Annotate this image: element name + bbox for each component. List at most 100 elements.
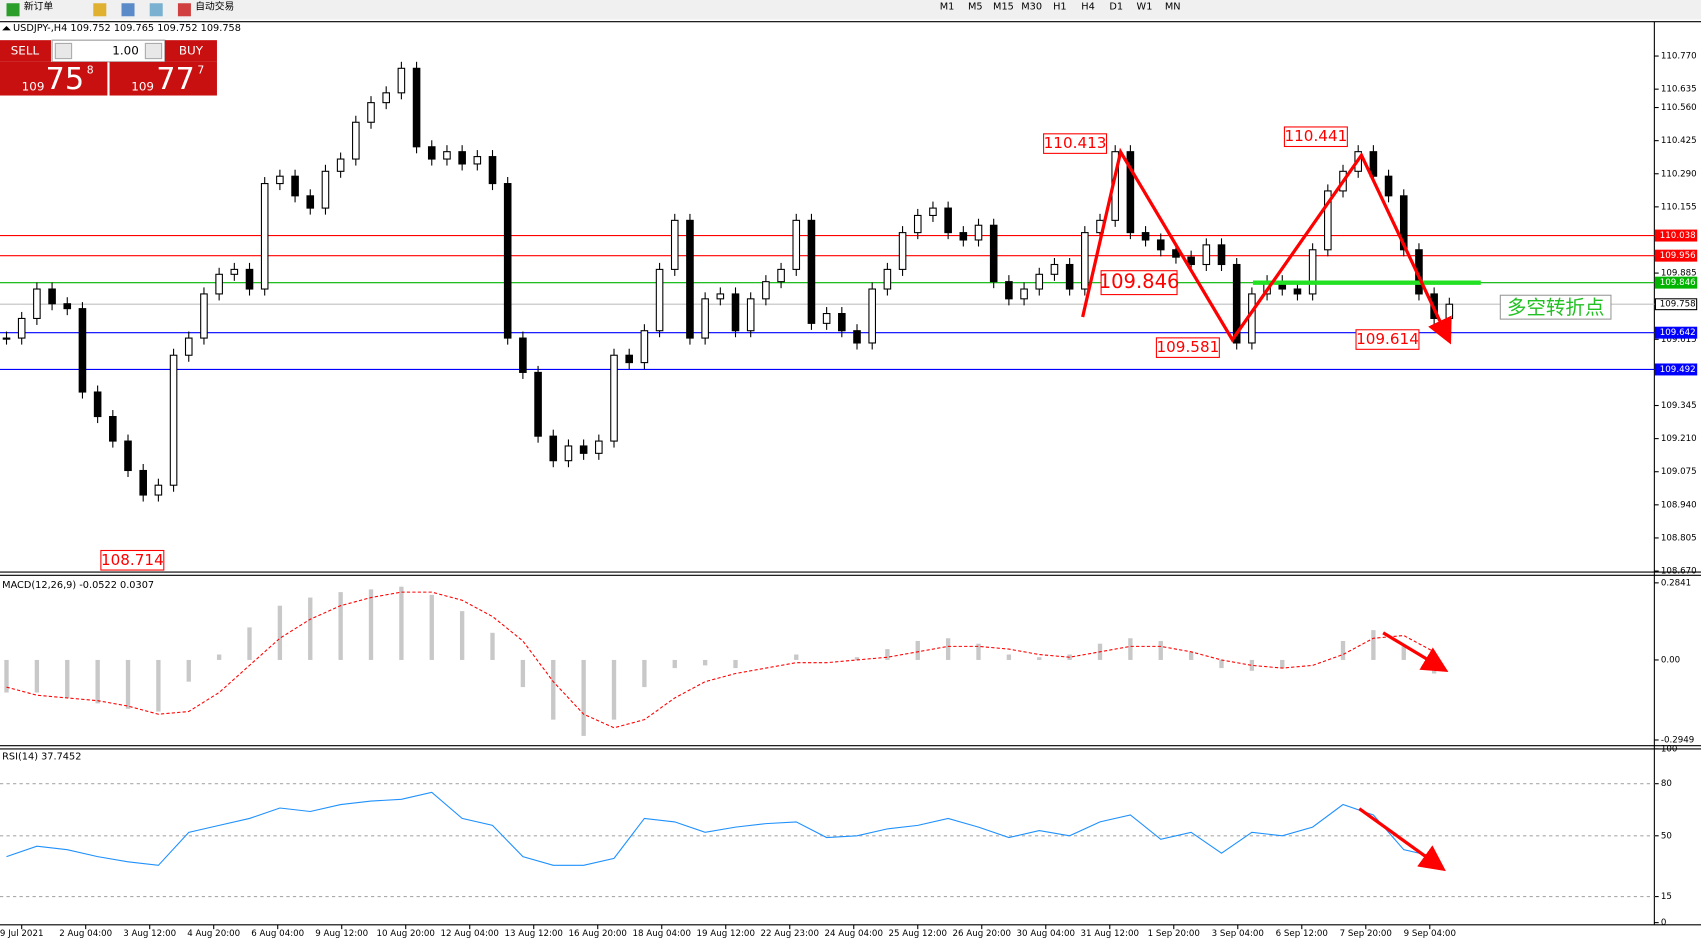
candle	[762, 281, 770, 300]
candle	[352, 121, 360, 160]
y-tick-label: 109.345	[1661, 401, 1697, 411]
level-label: 109.492	[1660, 365, 1696, 375]
price-callout	[1155, 337, 1220, 358]
icon	[121, 3, 135, 17]
x-tick-label: 9 Aug 12:00	[315, 929, 368, 939]
price-callout	[1100, 270, 1178, 296]
candle	[519, 337, 527, 373]
candle	[792, 219, 801, 270]
timeframe-button[interactable]: MN	[1165, 2, 1181, 13]
macd-bar	[581, 659, 586, 736]
candle	[367, 102, 375, 123]
timeframe-button[interactable]: H4	[1081, 2, 1095, 13]
macd-bar	[642, 659, 647, 688]
macd-bar	[1340, 640, 1346, 660]
price-callout	[100, 549, 165, 571]
macd-arrow	[1382, 631, 1449, 672]
icon	[93, 3, 107, 17]
candle	[838, 313, 846, 332]
x-tick-label: 2 Aug 04:00	[59, 929, 112, 939]
toolbar-button[interactable]: 新订单	[24, 0, 53, 13]
y-tick-label: 110.290	[1661, 169, 1697, 179]
note-box	[1499, 294, 1612, 320]
candle	[1293, 288, 1302, 295]
candle	[655, 268, 664, 332]
candle	[48, 288, 56, 305]
macd-bar	[1280, 659, 1285, 669]
macd-bar	[459, 611, 465, 660]
toolbar-button[interactable]: 自动交易	[195, 0, 234, 13]
timeframe-button[interactable]: M30	[1021, 2, 1042, 13]
spin-down[interactable]	[54, 42, 73, 60]
lot-value[interactable]: 1.00	[112, 44, 139, 58]
candle	[868, 288, 876, 344]
macd-bar	[1219, 659, 1224, 669]
candle	[169, 354, 178, 486]
macd-signal	[6, 591, 1435, 729]
price-callout-label: 108.714	[101, 551, 164, 569]
price-callout	[1283, 126, 1348, 148]
macd-bar	[520, 659, 526, 688]
macd-bar	[915, 640, 920, 660]
candle	[898, 232, 907, 270]
candle	[154, 484, 163, 496]
macd-bar	[368, 589, 374, 660]
price-callout-label: 109.846	[1099, 270, 1180, 293]
timeframe-button[interactable]: M1	[940, 2, 955, 13]
macd-bar	[672, 659, 677, 669]
candle	[321, 170, 330, 209]
timeframe-button[interactable]: H1	[1053, 2, 1067, 13]
candle	[427, 146, 436, 160]
y-tick-label: 108.940	[1661, 500, 1697, 510]
macd-bar	[308, 597, 313, 660]
candle	[2, 337, 11, 340]
y-tick-label: 100	[1661, 744, 1678, 754]
level-tag	[1654, 249, 1698, 262]
candle	[974, 224, 983, 241]
candle	[443, 151, 451, 160]
spin-up[interactable]	[144, 42, 163, 60]
macd-bar	[65, 659, 70, 698]
macd-bar	[156, 659, 161, 712]
candle	[276, 175, 284, 185]
ask-box[interactable]	[109, 61, 217, 96]
candle	[777, 268, 785, 283]
sell-label[interactable]: SELL	[11, 44, 40, 58]
candle	[929, 207, 937, 216]
candle	[610, 354, 618, 442]
macd-bar	[885, 649, 890, 660]
candle	[1308, 249, 1317, 295]
macd-bar	[4, 659, 9, 693]
timeframe-button[interactable]: D1	[1109, 2, 1123, 13]
price-callout	[1355, 329, 1420, 350]
x-tick-label: 30 Aug 04:00	[1017, 929, 1075, 939]
candle	[109, 416, 117, 442]
candle	[1324, 190, 1332, 251]
candle	[701, 298, 709, 339]
macd-bar	[1249, 659, 1255, 671]
level-label: 109.956	[1660, 251, 1696, 261]
sell-button[interactable]	[0, 40, 51, 62]
candle	[625, 354, 633, 364]
candle	[595, 440, 603, 454]
candle	[1369, 151, 1378, 177]
macd-bar	[611, 659, 617, 720]
timeframe-button[interactable]: W1	[1137, 2, 1153, 13]
y-tick-label: -0.2949	[1661, 735, 1694, 745]
bid-big-figure: 109	[22, 79, 45, 93]
candle	[1445, 303, 1454, 319]
bid-box[interactable]	[0, 61, 108, 96]
timeframe-button[interactable]: M5	[968, 2, 983, 13]
x-tick-label: 13 Aug 12:00	[504, 929, 562, 939]
ask-pips: 77	[156, 62, 195, 97]
x-tick-label: 26 Aug 20:00	[953, 929, 1011, 939]
ask-big-figure: 109	[131, 79, 154, 93]
timeframe-button[interactable]: M15	[993, 2, 1014, 13]
level-label: 109.758	[1660, 300, 1696, 310]
buy-label[interactable]: BUY	[179, 44, 204, 58]
buy-button[interactable]	[164, 40, 217, 62]
macd-bar	[1188, 651, 1194, 660]
rsi-label: RSI(14) 37.7452	[2, 752, 81, 763]
candle	[291, 175, 299, 197]
